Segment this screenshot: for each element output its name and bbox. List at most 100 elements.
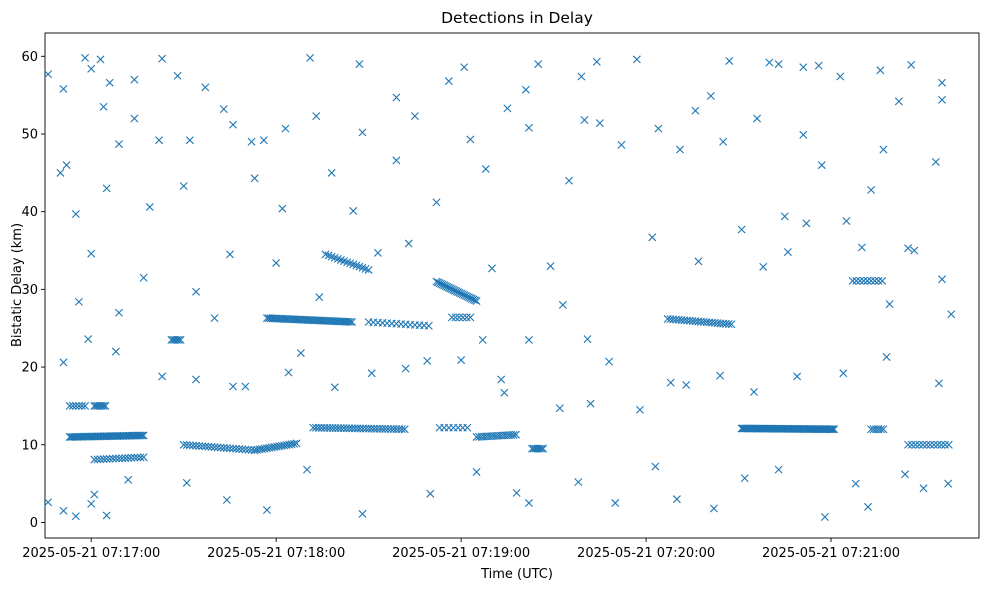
data-point bbox=[727, 320, 736, 329]
data-point bbox=[241, 382, 250, 391]
data-point bbox=[127, 453, 136, 462]
data-point bbox=[930, 440, 938, 449]
data-point bbox=[426, 489, 435, 498]
data-point bbox=[466, 135, 475, 144]
data-point bbox=[358, 128, 367, 137]
data-point bbox=[71, 512, 80, 521]
data-point bbox=[71, 210, 80, 219]
data-point bbox=[874, 276, 883, 285]
data-point bbox=[201, 83, 210, 92]
data-point bbox=[296, 349, 305, 358]
data-point bbox=[56, 168, 65, 177]
data-point bbox=[68, 401, 77, 410]
data-point bbox=[799, 130, 808, 139]
data-point bbox=[62, 161, 71, 170]
data-point bbox=[521, 85, 530, 94]
y-tick-label: 30 bbox=[21, 283, 38, 298]
data-point bbox=[173, 71, 182, 80]
data-point bbox=[96, 55, 105, 64]
data-point bbox=[555, 404, 564, 413]
data-point bbox=[179, 440, 188, 449]
data-point bbox=[90, 490, 99, 499]
data-point bbox=[225, 444, 234, 453]
chart-title: Detections in Delay bbox=[441, 9, 593, 27]
data-point bbox=[93, 455, 102, 464]
data-point bbox=[130, 114, 139, 123]
data-point bbox=[81, 401, 90, 410]
data-point bbox=[904, 440, 913, 449]
data-point bbox=[172, 335, 181, 344]
data-point bbox=[247, 137, 256, 146]
data-point bbox=[114, 454, 123, 463]
data-point bbox=[99, 102, 108, 111]
data-point bbox=[114, 308, 123, 317]
data-point bbox=[250, 174, 259, 183]
data-point bbox=[238, 445, 247, 454]
data-point bbox=[580, 116, 589, 125]
data-point bbox=[592, 57, 601, 66]
data-point bbox=[910, 246, 919, 255]
data-point bbox=[867, 276, 876, 285]
data-point bbox=[349, 206, 358, 215]
data-point bbox=[460, 63, 469, 72]
data-point bbox=[185, 136, 194, 145]
data-point bbox=[651, 462, 660, 471]
data-point bbox=[105, 78, 114, 87]
data-point bbox=[611, 499, 620, 508]
data-point bbox=[44, 70, 53, 79]
data-point bbox=[901, 470, 910, 479]
data-point bbox=[44, 498, 53, 507]
data-point bbox=[856, 276, 865, 285]
data-point bbox=[737, 225, 746, 234]
data-point bbox=[876, 425, 885, 434]
data-point bbox=[870, 276, 879, 285]
data-point bbox=[219, 443, 228, 452]
data-point bbox=[232, 444, 241, 453]
data-point bbox=[487, 264, 496, 273]
data-point bbox=[922, 440, 931, 449]
data-point bbox=[672, 495, 681, 504]
data-point bbox=[753, 114, 762, 123]
data-point bbox=[863, 276, 872, 285]
data-point bbox=[410, 112, 419, 121]
data-point bbox=[130, 453, 139, 462]
data-point bbox=[879, 145, 888, 154]
data-point bbox=[799, 63, 808, 72]
data-point bbox=[852, 276, 861, 285]
data-point bbox=[108, 454, 117, 463]
data-point bbox=[931, 157, 940, 166]
data-point bbox=[185, 441, 194, 450]
data-point bbox=[904, 244, 913, 253]
data-point bbox=[303, 465, 312, 474]
data-point bbox=[802, 219, 811, 228]
data-point bbox=[524, 499, 533, 508]
data-point bbox=[216, 443, 225, 452]
data-point bbox=[706, 91, 715, 100]
data-point bbox=[138, 431, 147, 440]
data-point bbox=[535, 444, 544, 453]
data-markers bbox=[44, 53, 956, 522]
data-point bbox=[90, 455, 99, 464]
data-point bbox=[466, 313, 475, 322]
data-point bbox=[451, 313, 460, 322]
data-point bbox=[423, 356, 432, 365]
data-point bbox=[364, 265, 373, 274]
data-point bbox=[725, 56, 734, 65]
data-point bbox=[71, 401, 80, 410]
data-point bbox=[201, 442, 210, 451]
data-point bbox=[306, 53, 315, 62]
data-point bbox=[793, 372, 802, 381]
data-point bbox=[392, 156, 401, 165]
data-point bbox=[472, 297, 481, 306]
data-point bbox=[229, 382, 238, 391]
data-point bbox=[139, 273, 148, 282]
data-point bbox=[926, 440, 935, 449]
data-point bbox=[133, 453, 142, 462]
data-point bbox=[97, 401, 106, 410]
data-point bbox=[907, 440, 916, 449]
y-tick-label: 40 bbox=[21, 205, 38, 220]
data-point bbox=[259, 136, 268, 145]
data-point bbox=[355, 60, 364, 69]
data-point bbox=[124, 453, 133, 462]
